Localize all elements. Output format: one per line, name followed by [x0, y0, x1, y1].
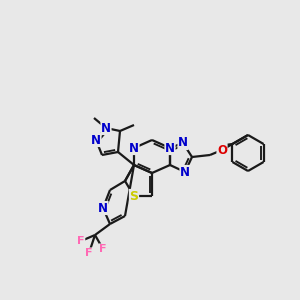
Text: N: N	[180, 166, 190, 178]
Text: S: S	[130, 190, 139, 202]
Text: N: N	[101, 122, 111, 134]
Text: N: N	[91, 134, 101, 146]
Text: F: F	[85, 248, 93, 258]
Text: O: O	[217, 143, 227, 157]
Text: F: F	[77, 236, 85, 246]
Text: N: N	[165, 142, 175, 154]
Text: F: F	[99, 244, 107, 254]
Text: N: N	[178, 136, 188, 149]
Text: N: N	[129, 142, 139, 154]
Text: N: N	[98, 202, 108, 214]
